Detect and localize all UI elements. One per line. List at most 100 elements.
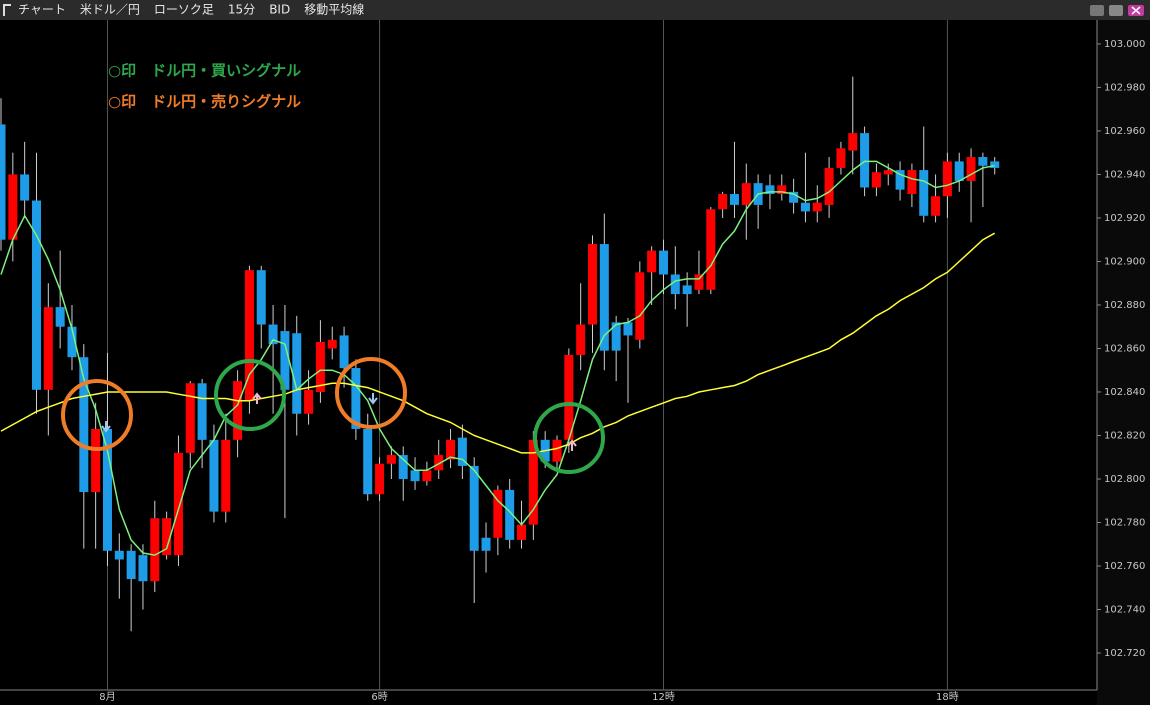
buy-signal-circle — [533, 402, 605, 474]
close-icon — [1131, 6, 1141, 15]
candle-body — [670, 274, 680, 295]
candle-body — [505, 489, 515, 540]
title-bar — [0, 0, 1150, 20]
candle-body — [493, 489, 503, 538]
y-tick-label: 102.820 — [1104, 430, 1145, 441]
annotation: ○印 ドル円・買いシグナル — [108, 62, 301, 80]
candle-body — [706, 209, 716, 290]
candle-body — [280, 331, 290, 390]
candle-body — [315, 341, 325, 392]
annotation: ○印 ドル円・売りシグナル — [108, 93, 301, 111]
candle-body — [528, 439, 538, 525]
candle-body — [126, 550, 136, 580]
title-item: チャート — [18, 3, 66, 17]
candle-body — [398, 455, 408, 479]
candle-body — [564, 355, 574, 440]
y-tick-label: 102.780 — [1104, 518, 1145, 529]
y-tick-label: 102.840 — [1104, 387, 1145, 398]
candle-body — [836, 148, 846, 168]
buy-arrow — [567, 439, 577, 451]
y-tick-label: 102.920 — [1104, 213, 1145, 224]
candle-body — [871, 172, 881, 188]
candle-body — [942, 161, 952, 197]
candle-body — [102, 428, 112, 551]
candle-body — [848, 133, 858, 151]
plot-area — [0, 20, 1097, 690]
candle-body — [658, 250, 668, 275]
maximize-button[interactable] — [1109, 5, 1123, 16]
candle-body — [114, 550, 124, 560]
candle-body — [824, 167, 834, 205]
y-tick-label: 102.980 — [1104, 82, 1145, 93]
candle-body — [55, 307, 65, 327]
candle-body — [729, 194, 739, 205]
candle-body — [895, 170, 905, 190]
candle-body — [268, 324, 278, 345]
candle-body — [91, 428, 101, 493]
candle-body — [162, 518, 172, 556]
y-tick-label: 102.800 — [1104, 474, 1145, 485]
y-tick-label: 102.720 — [1104, 648, 1145, 659]
candle-body — [244, 270, 254, 401]
candle-body — [8, 174, 18, 240]
candle-body — [469, 465, 479, 551]
candle-body — [233, 381, 243, 440]
y-tick-label: 102.940 — [1104, 169, 1145, 180]
y-tick-label: 102.960 — [1104, 126, 1145, 137]
title-item: BID — [269, 3, 290, 17]
signal-circles — [61, 357, 605, 474]
title-item: 米ドル／円 — [80, 3, 140, 17]
candle-body — [919, 170, 929, 216]
candle-body — [623, 322, 633, 336]
candle-body — [990, 161, 1000, 168]
candle-body — [860, 133, 870, 188]
y-tick-label: 102.880 — [1104, 300, 1145, 311]
candle-body — [339, 335, 349, 369]
candle-body — [410, 470, 420, 482]
candle-body — [599, 244, 609, 351]
candle-body — [765, 185, 775, 195]
x-tick-label: 12時 — [652, 691, 675, 703]
title-items: チャート 米ドル／円 ローソク足 15分 BID 移動平均線 — [18, 2, 364, 17]
candle-body — [978, 157, 988, 166]
y-tick-label: 102.900 — [1104, 256, 1145, 267]
candle-body — [292, 333, 302, 414]
candle-body — [375, 463, 385, 495]
candle-body — [907, 170, 917, 195]
candle-body — [789, 191, 799, 203]
sell-arrow — [101, 421, 111, 433]
x-tick-label: 18時 — [936, 691, 959, 703]
sell-arrow — [368, 393, 378, 405]
candle-body — [966, 157, 976, 181]
title-item: 15分 — [228, 3, 255, 17]
sell-signal-circle — [335, 357, 407, 429]
buy-arrow — [252, 392, 262, 404]
candle-body — [0, 124, 6, 240]
y-tick-label: 102.860 — [1104, 343, 1145, 354]
x-tick-label: 6時 — [371, 691, 387, 703]
candle-body — [694, 274, 704, 290]
minimize-button[interactable] — [1090, 5, 1104, 16]
candle-body — [812, 202, 822, 212]
candle-body — [517, 524, 527, 540]
candle-body — [31, 200, 41, 390]
signal-arrows — [101, 392, 577, 451]
candle-body — [481, 537, 491, 551]
candle-body — [79, 357, 89, 493]
candle-body — [150, 518, 160, 582]
candle-body — [931, 196, 941, 216]
y-tick-label: 102.740 — [1104, 605, 1145, 616]
candle-body — [43, 307, 53, 390]
candle-body — [173, 452, 183, 556]
title-item: ローソク足 — [154, 3, 214, 17]
candle-body — [883, 170, 893, 175]
candle-body — [363, 428, 373, 495]
y-tick-label: 102.760 — [1104, 561, 1145, 572]
candle-body — [209, 439, 219, 512]
sell-signal-circle — [61, 379, 133, 451]
candle-body — [635, 272, 645, 340]
buy-signal-circle — [214, 359, 286, 431]
window-icon — [3, 4, 11, 16]
